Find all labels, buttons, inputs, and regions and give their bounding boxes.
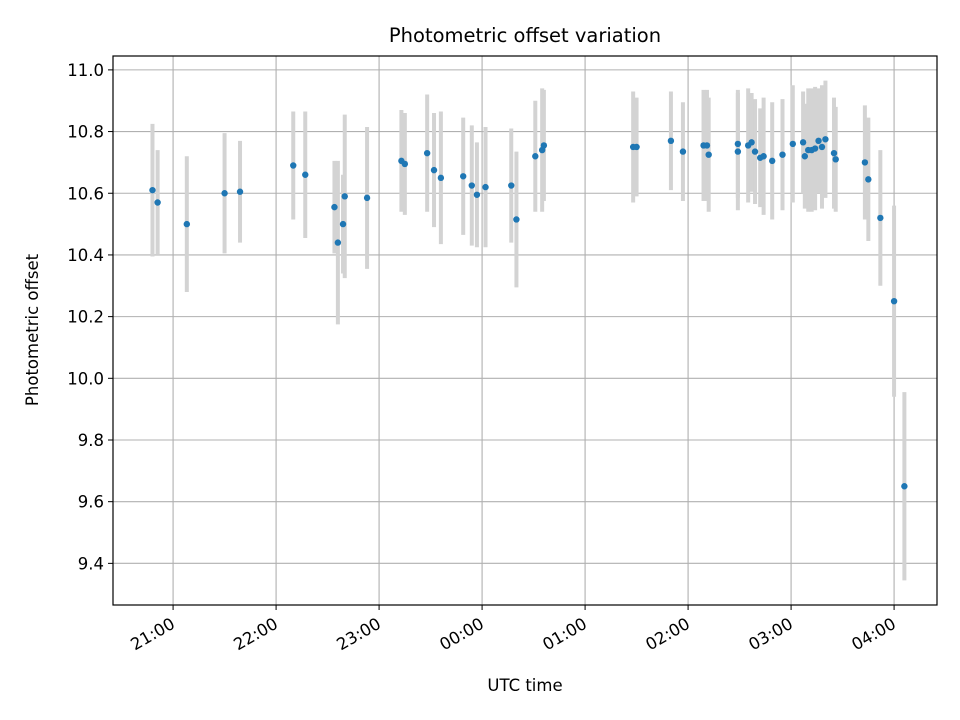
data-point xyxy=(423,149,431,157)
data-point xyxy=(236,188,244,195)
data-point xyxy=(221,190,228,197)
y-tick-label: 11.0 xyxy=(67,61,104,80)
data-point xyxy=(401,160,409,168)
data-point xyxy=(339,220,347,228)
data-point xyxy=(334,239,342,246)
y-axis-label: Photometric offset xyxy=(23,253,42,406)
data-point xyxy=(861,159,869,166)
data-point xyxy=(363,194,371,202)
data-point xyxy=(482,183,489,191)
data-point xyxy=(789,140,796,148)
y-tick-label: 9.6 xyxy=(78,493,104,512)
y-axis-ticks: 9.4 9.6 9.8 10.0 10.2 10.4 10.6 10.8 11.0 xyxy=(67,61,113,573)
data-point xyxy=(341,193,348,200)
chart-title: Photometric offset variation xyxy=(389,24,661,47)
y-tick-label: 10.2 xyxy=(67,308,104,327)
data-point xyxy=(513,216,520,223)
y-tick-label: 10.4 xyxy=(67,246,104,265)
data-point xyxy=(751,148,759,155)
data-point xyxy=(818,143,826,151)
data-point xyxy=(830,149,838,157)
data-point xyxy=(748,139,755,146)
y-tick-label: 9.8 xyxy=(78,431,104,450)
data-point xyxy=(901,483,908,490)
data-point xyxy=(154,199,161,206)
data-point xyxy=(703,142,711,149)
data-point xyxy=(430,166,438,174)
data-point xyxy=(532,153,539,160)
data-point xyxy=(460,173,467,180)
x-axis-label: UTC time xyxy=(487,676,562,695)
data-point xyxy=(183,220,191,228)
data-point xyxy=(302,171,309,178)
data-point xyxy=(822,136,829,143)
data-point xyxy=(734,148,742,155)
data-point xyxy=(832,156,839,163)
data-point xyxy=(799,139,807,146)
data-point xyxy=(801,153,809,160)
y-tick-label: 10.0 xyxy=(67,369,104,388)
data-point xyxy=(508,182,515,189)
data-point xyxy=(865,176,872,183)
data-point xyxy=(437,174,445,182)
data-point xyxy=(779,151,786,158)
data-point xyxy=(331,203,338,211)
data-point xyxy=(633,143,640,151)
data-point xyxy=(815,137,822,145)
data-point xyxy=(705,151,712,158)
data-point xyxy=(290,162,297,169)
data-point xyxy=(734,140,742,148)
y-tick-label: 10.8 xyxy=(67,123,104,142)
data-point xyxy=(760,153,767,160)
data-point xyxy=(149,186,156,194)
data-point xyxy=(667,137,675,145)
data-point xyxy=(468,182,475,189)
y-tick-label: 10.6 xyxy=(67,184,104,203)
data-point xyxy=(679,148,687,155)
grid-lines xyxy=(113,56,937,605)
data-point xyxy=(540,142,548,149)
plot-frame xyxy=(112,55,938,606)
data-point xyxy=(877,214,884,222)
data-point xyxy=(473,191,481,198)
data-points xyxy=(149,136,908,490)
y-tick-label: 9.4 xyxy=(78,554,104,573)
data-point xyxy=(890,297,898,305)
data-point xyxy=(811,145,819,152)
data-point xyxy=(769,157,776,165)
